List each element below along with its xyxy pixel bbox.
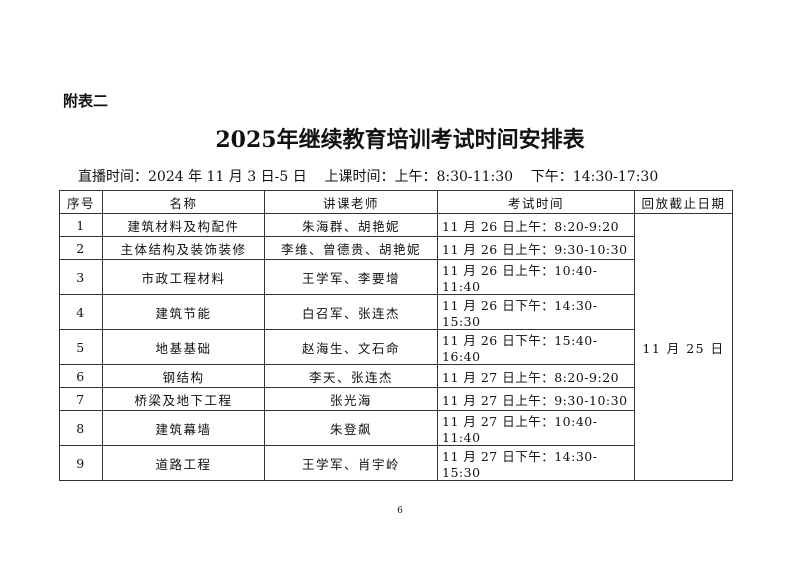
- schedule-subtitle: 直播时间：2024 年 11 月 3 日-5 日 上课时间：上午：8:30-11…: [78, 169, 659, 185]
- lecturers: 王学军、肖宇岭: [264, 445, 438, 481]
- lecturers: 赵海生、文石命: [264, 329, 438, 365]
- row-number: 4: [59, 294, 103, 330]
- course-name: 建筑材料及构配件: [102, 213, 265, 237]
- row-number: 7: [59, 387, 103, 411]
- exam-time: 11 月 26 日上午：10:40-11:40: [437, 259, 635, 295]
- course-name: 地基基础: [102, 329, 265, 365]
- replay-deadline: 11 月 25 日: [634, 213, 733, 481]
- table-row: 3 市政工程材料 王学军、李要增 11 月 26 日上午：10:40-11:40: [59, 259, 733, 295]
- column-header: 名称: [102, 190, 265, 214]
- row-number: 9: [59, 445, 103, 481]
- column-header: 讲课老师: [264, 190, 438, 214]
- exam-time: 11 月 26 日下午：15:40-16:40: [437, 329, 635, 365]
- page-title: 2025年继续教育培训考试时间安排表: [215, 127, 585, 153]
- table-row: 8 建筑幕墙 朱登飙 11 月 27 日上午：10:40-11:40: [59, 410, 733, 446]
- table-row: 9 道路工程 王学军、肖宇岭 11 月 27 日下午：14:30-15:30: [59, 445, 733, 481]
- table-row: 5 地基基础 赵海生、文石命 11 月 26 日下午：15:40-16:40: [59, 329, 733, 365]
- lecturers: 张光海: [264, 387, 438, 411]
- table-row: 4 建筑节能 白召军、张连杰 11 月 26 日下午：14:30-15:30: [59, 294, 733, 330]
- column-header: 考试时间: [437, 190, 635, 214]
- column-header: 序号: [59, 190, 103, 214]
- lecturers: 李天、张连杰: [264, 364, 438, 388]
- row-number: 3: [59, 259, 103, 295]
- exam-time: 11 月 26 日上午：8:20-9:20: [437, 213, 635, 237]
- table-row: 7 桥梁及地下工程 张光海 11 月 27 日上午：9:30-10:30: [59, 387, 733, 411]
- table-row: 6 钢结构 李天、张连杰 11 月 27 日上午：8:20-9:20: [59, 364, 733, 388]
- lecturers: 王学军、李要增: [264, 259, 438, 295]
- lecturers: 李维、曾德贵、胡艳妮: [264, 236, 438, 260]
- exam-time: 11 月 26 日上午：9:30-10:30: [437, 236, 635, 260]
- exam-time: 11 月 27 日上午：10:40-11:40: [437, 410, 635, 446]
- course-name: 主体结构及装饰装修: [102, 236, 265, 260]
- table-row: 1 建筑材料及构配件 朱海群、胡艳妮 11 月 26 日上午：8:20-9:20 11 …: [59, 213, 733, 481]
- exam-time: 11 月 27 日上午：9:30-10:30: [437, 387, 635, 411]
- course-name: 建筑幕墙: [102, 410, 265, 446]
- course-name: 市政工程材料: [102, 259, 265, 295]
- row-number: 1: [59, 213, 103, 237]
- page-number: 6: [397, 506, 403, 516]
- column-header: 回放截止日期: [634, 190, 733, 214]
- course-name: 桥梁及地下工程: [102, 387, 265, 411]
- lecturers: 朱登飙: [264, 410, 438, 446]
- lecturers: 朱海群、胡艳妮: [264, 213, 438, 237]
- exam-schedule-table: 序号 名称 讲课老师 考试时间 回放截止日期 1 建筑材料及构配件 朱海群、胡艳妮 11 月 …: [59, 190, 733, 481]
- exam-time: 11 月 27 日上午：8:20-9:20: [437, 364, 635, 388]
- course-name: 道路工程: [102, 445, 265, 481]
- row-number: 5: [59, 329, 103, 365]
- row-number: 2: [59, 236, 103, 260]
- row-number: 6: [59, 364, 103, 388]
- row-number: 8: [59, 410, 103, 446]
- table-row: 2 主体结构及装饰装修 李维、曾德贵、胡艳妮 11 月 26 日上午：9:30-10:…: [59, 236, 733, 260]
- exam-time: 11 月 26 日下午：14:30-15:30: [437, 294, 635, 330]
- course-name: 建筑节能: [102, 294, 265, 330]
- annex-label: 附表二: [63, 92, 109, 110]
- lecturers: 白召军、张连杰: [264, 294, 438, 330]
- course-name: 钢结构: [102, 364, 265, 388]
- exam-time: 11 月 27 日下午：14:30-15:30: [437, 445, 635, 481]
- table-header-row: 序号 名称 讲课老师 考试时间 回放截止日期: [59, 190, 733, 214]
